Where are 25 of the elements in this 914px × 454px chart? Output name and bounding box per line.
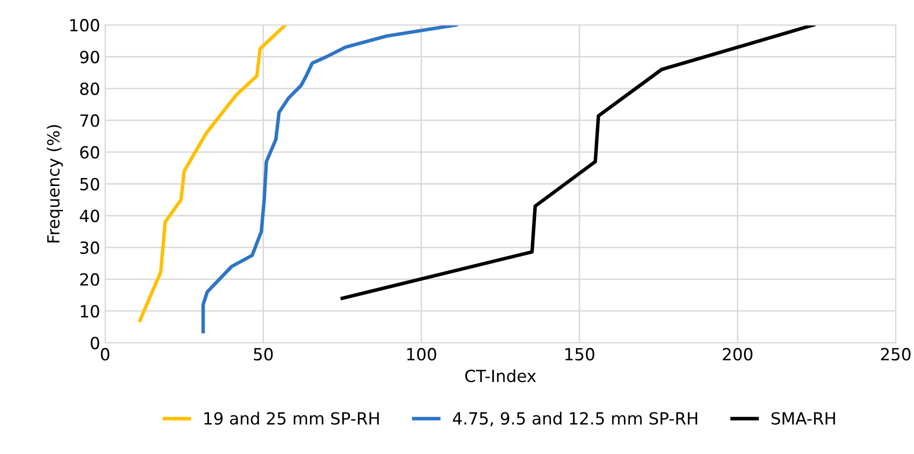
y-tick-label: 0: [90, 336, 100, 350]
line-series: [201, 24, 458, 334]
legend-label: 4.75, 9.5 and 12.5 mm SP-RH: [452, 412, 698, 426]
y-tick-label: 50: [80, 178, 100, 190]
legend-label: SMA-RH: [772, 412, 835, 425]
x-tick-label: 200: [722, 348, 752, 361]
x-tick-label: 100: [407, 348, 436, 361]
x-tick-label: 250: [881, 348, 911, 361]
y-tick-label: 100: [70, 18, 100, 32]
line-series: [340, 24, 816, 300]
y-axis-title: Frequency (%): [46, 125, 63, 242]
legend-label: 19 and 25 mm SP-RH: [204, 412, 379, 425]
x-tick-label: 50: [254, 348, 273, 361]
x-axis-title: CT-Index: [465, 369, 536, 382]
y-tick-label: 40: [80, 210, 100, 222]
y-tick-label: 70: [80, 114, 100, 127]
y-tick-label: 10: [80, 304, 100, 318]
line-series: [138, 24, 288, 322]
x-tick-label: 150: [565, 348, 594, 361]
y-tick-label: 30: [80, 241, 100, 254]
y-tick-label: 90: [80, 50, 100, 64]
y-tick-label: 20: [80, 273, 100, 286]
y-tick-label: 80: [80, 82, 100, 96]
y-tick-label: 60: [80, 146, 100, 159]
x-tick-label: 0: [100, 348, 110, 361]
